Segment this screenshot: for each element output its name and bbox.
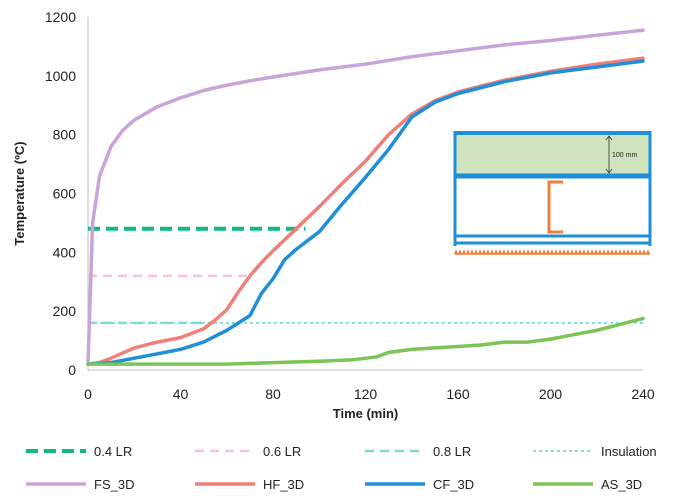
y-axis-title: Temperature (ºC): [12, 141, 27, 245]
x-tick-label: 40: [173, 386, 189, 402]
inset-fire-mark: [646, 249, 650, 254]
inset-fire-mark: [594, 249, 598, 254]
x-tick-label: 200: [539, 386, 563, 402]
legend-label-0-4-lr: 0.4 LR: [94, 444, 132, 459]
inset-fire-mark: [598, 249, 602, 254]
y-tick-label: 400: [53, 244, 77, 260]
y-tick-label: 1000: [45, 68, 76, 84]
y-tick-label: 800: [53, 127, 77, 143]
inset-fire-mark: [554, 249, 558, 254]
inset-fire-mark: [538, 249, 542, 254]
inset-fire-mark: [642, 249, 646, 254]
inset-fire-mark: [610, 249, 614, 254]
inset-dimension-arrow-top: [605, 135, 613, 141]
inset-fire-mark: [586, 249, 590, 254]
x-tick-label: 240: [631, 386, 655, 402]
inset-fire-mark: [458, 249, 462, 254]
legend-label-0-8-lr: 0.8 LR: [433, 444, 471, 459]
x-tick-label: 80: [265, 386, 281, 402]
inset-fire-mark: [498, 249, 502, 254]
legend-label-0-6-lr: 0.6 LR: [263, 444, 301, 459]
legend-label-as-3d: AS_3D: [601, 477, 642, 492]
inset-fire-mark: [630, 249, 634, 254]
inset-fire-mark: [546, 249, 550, 254]
cross-section-inset: 100 mm: [453, 131, 652, 255]
inset-fire-mark: [618, 249, 622, 254]
legend-label-fs-3d: FS_3D: [94, 477, 134, 492]
inset-fire-mark: [614, 249, 618, 254]
inset-fire-mark: [502, 249, 506, 254]
inset-fire-mark: [470, 249, 474, 254]
inset-fire-mark: [466, 249, 470, 254]
series-line-fs-3d: [86, 28, 645, 366]
series-line-cf-3d: [86, 59, 645, 366]
inset-fire-mark: [606, 249, 610, 254]
inset-slab-fill: [454, 132, 650, 176]
inset-fire-mark: [562, 249, 566, 254]
inset-fire-mark: [478, 249, 482, 254]
x-axis-title: Time (min): [333, 406, 399, 421]
inset-fire-mark: [542, 249, 546, 254]
inset-fire-mark: [534, 249, 538, 254]
chart-series: [86, 28, 645, 366]
inset-fire-mark: [454, 249, 458, 254]
legend-label-hf-3d: HF_3D: [263, 477, 304, 492]
inset-fire-mark: [530, 249, 534, 254]
inset-fire-mark: [474, 249, 478, 254]
inset-fire-mark: [638, 249, 642, 254]
inset-fire-mark: [622, 249, 626, 254]
x-tick-label: 160: [446, 386, 470, 402]
inset-fire-mark: [486, 249, 490, 254]
inset-fire-mark: [518, 249, 522, 254]
x-tick-label: 0: [84, 386, 92, 402]
inset-fire-mark: [550, 249, 554, 254]
y-tick-label: 200: [53, 303, 77, 319]
inset-fire-mark: [510, 249, 514, 254]
chart-axes: 0 200 400 600 800 1000 1200 0 40 80 120 160 200 240 Ti…: [12, 9, 655, 421]
y-tick-label: 600: [53, 186, 77, 202]
inset-fire-mark: [490, 249, 494, 254]
inset-c-section: [547, 180, 563, 234]
series-line-hf-3d: [86, 56, 645, 366]
inset-fire-mark: [570, 249, 574, 254]
inset-fire-mark: [558, 249, 562, 254]
chart-legend: 0.4 LR 0.6 LR 0.8 LR Insulation FS_3D HF_3D CF…: [26, 444, 657, 492]
y-tick-label: 1200: [45, 9, 76, 25]
inset-fire-mark: [482, 249, 486, 254]
inset-fire-exposure: [454, 249, 650, 255]
inset-fire-mark: [626, 249, 630, 254]
inset-fire-mark: [514, 249, 518, 254]
inset-fire-mark: [566, 249, 570, 254]
inset-fire-mark: [582, 249, 586, 254]
legend-label-insulation: Insulation: [601, 444, 657, 459]
y-tick-label: 0: [68, 362, 76, 378]
inset-dimension-arrow-bottom: [605, 168, 613, 174]
inset-fire-mark: [634, 249, 638, 254]
series-line-as-3d: [86, 316, 645, 366]
inset-fire-mark: [522, 249, 526, 254]
inset-fire-mark: [602, 249, 606, 254]
inset-fire-mark: [494, 249, 498, 254]
inset-fire-mark: [526, 249, 530, 254]
x-tick-label: 120: [354, 386, 378, 402]
inset-fire-mark: [462, 249, 466, 254]
inset-dimension-label: 100 mm: [612, 152, 637, 159]
inset-fire-mark: [590, 249, 594, 254]
inset-fire-mark: [574, 249, 578, 254]
inset-fire-mark: [578, 249, 582, 254]
legend-label-cf-3d: CF_3D: [433, 477, 474, 492]
inset-fire-mark: [506, 249, 510, 254]
